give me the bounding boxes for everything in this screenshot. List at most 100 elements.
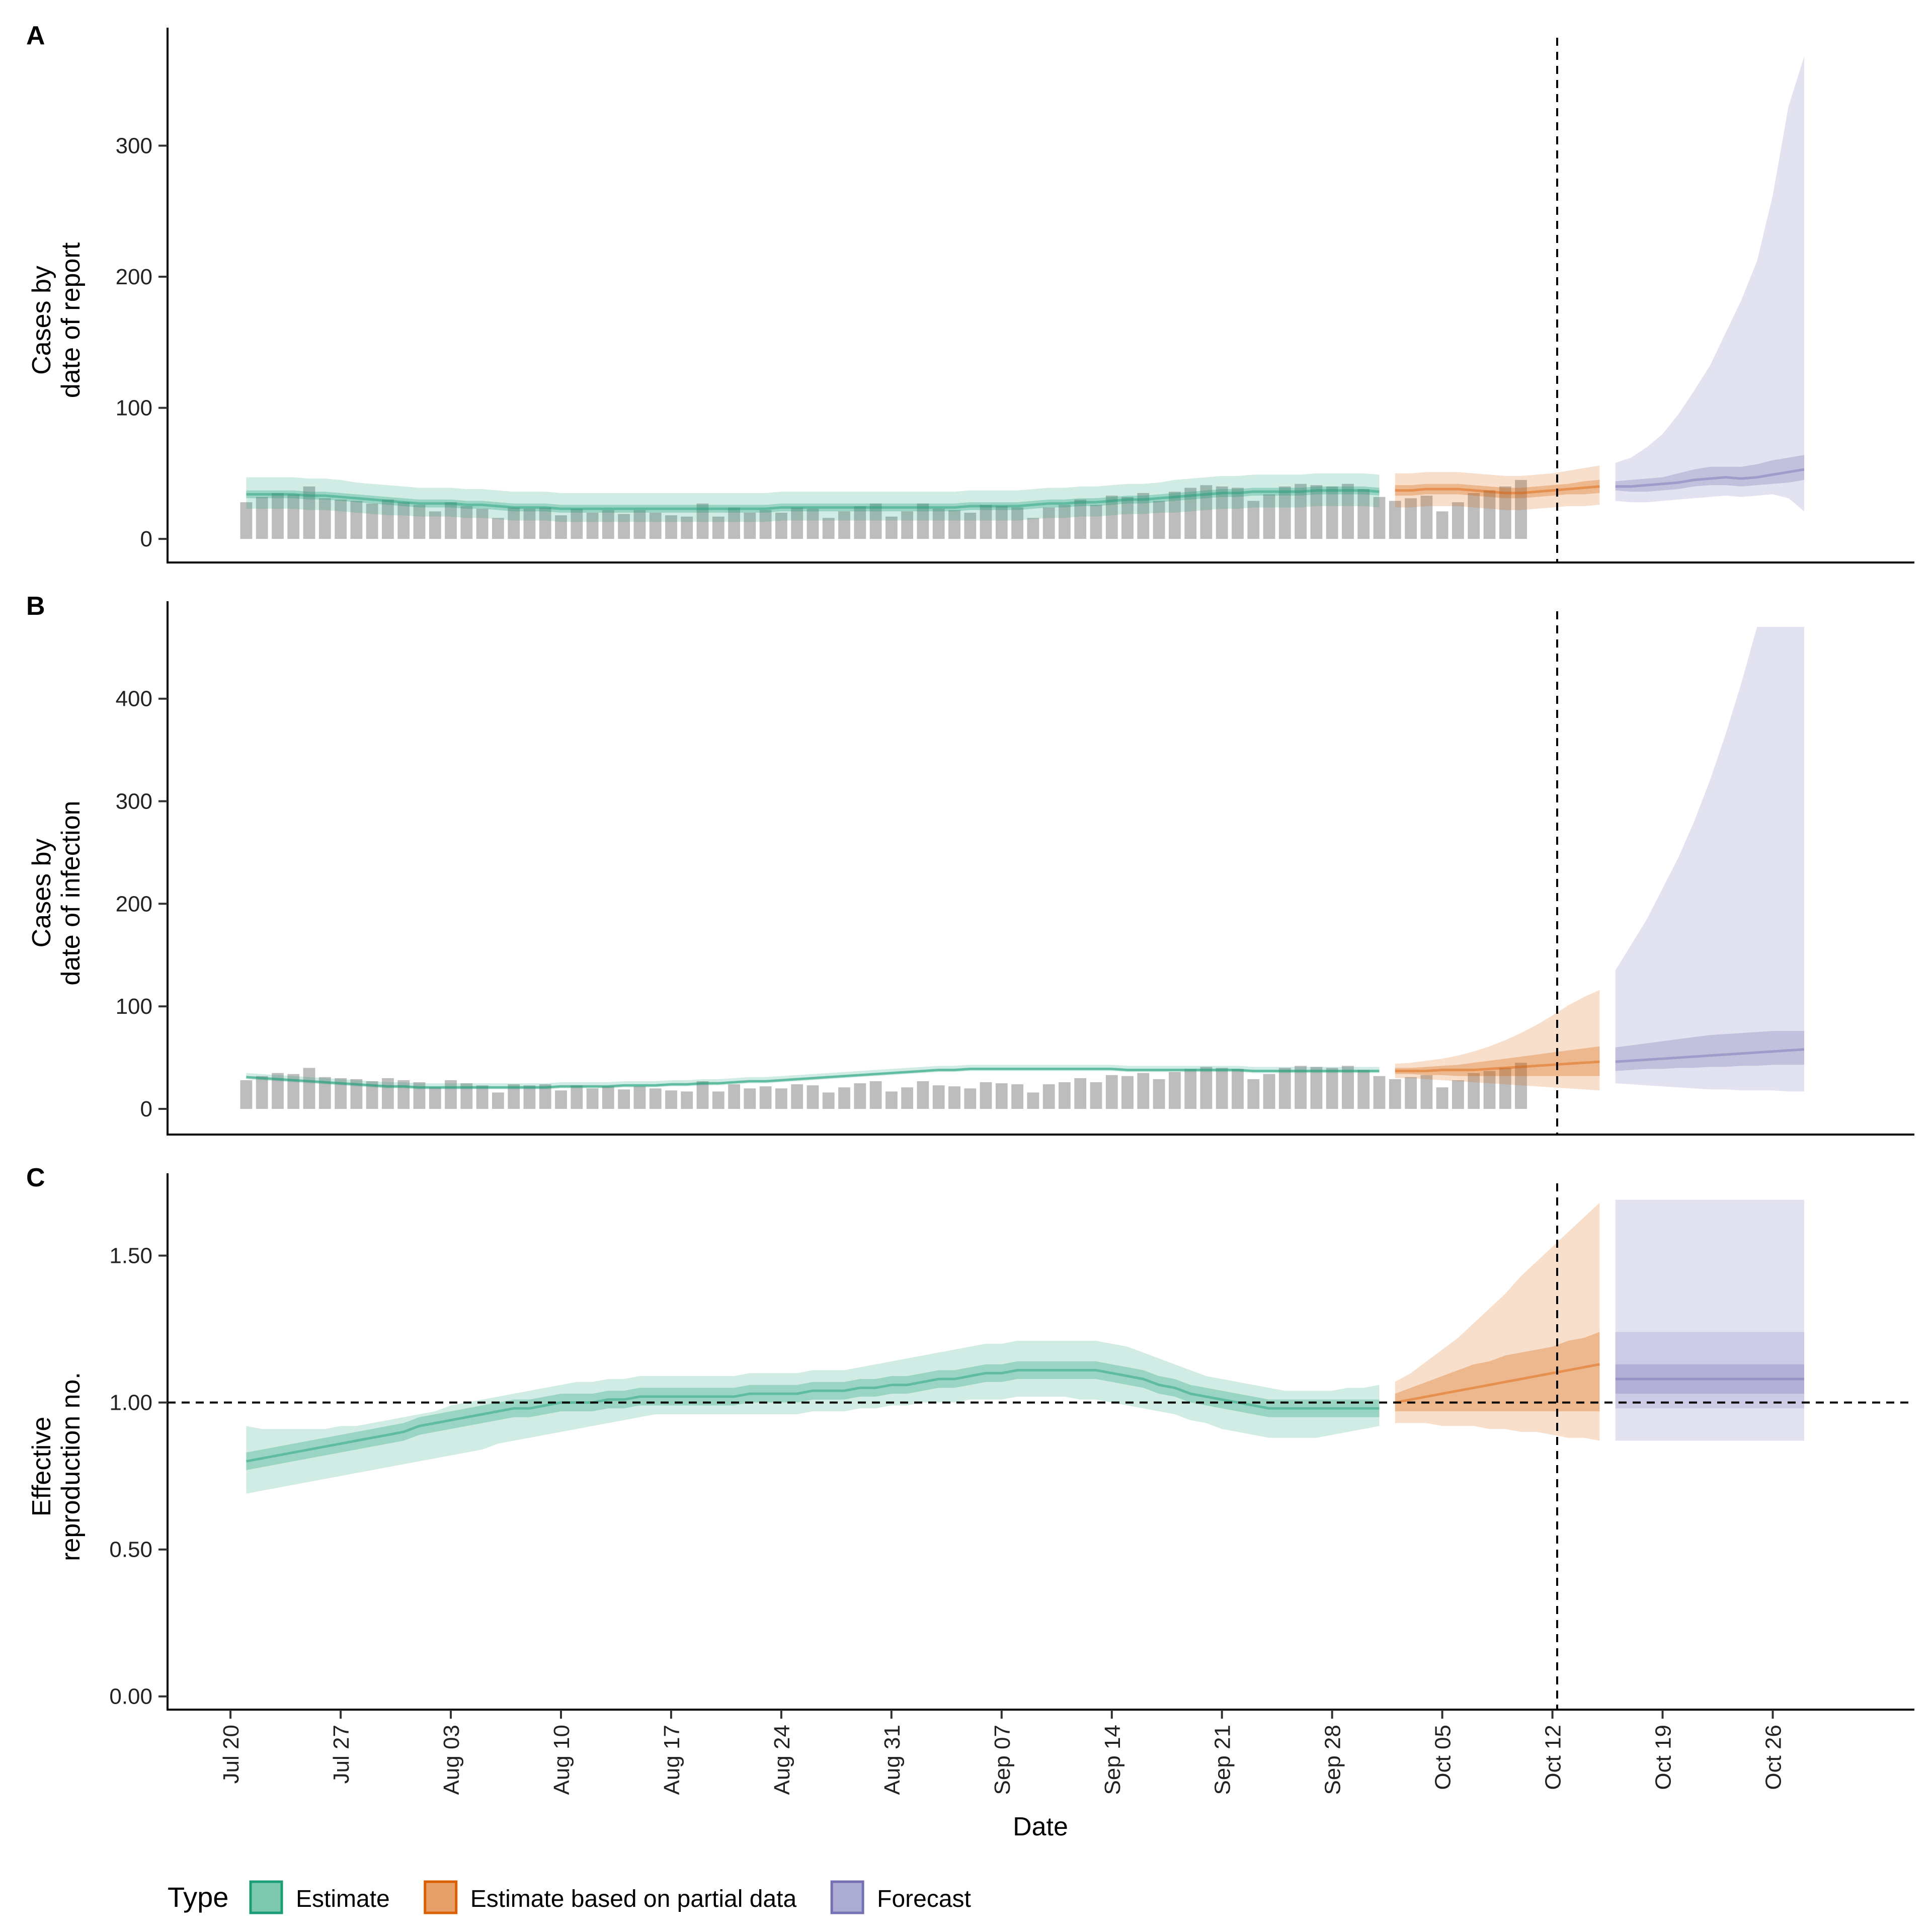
- estimate-median-line: [246, 489, 1380, 510]
- observed-bar: [1263, 1074, 1275, 1109]
- observed-bar: [1483, 1071, 1496, 1109]
- observed-bar: [602, 1086, 614, 1109]
- observed-bar: [775, 1088, 787, 1109]
- observed-bar: [980, 505, 992, 539]
- partial-median-line: [1395, 1363, 1600, 1404]
- observed-bar: [681, 516, 693, 539]
- observed-bar: [1011, 1084, 1023, 1109]
- observed-bar: [1216, 1068, 1228, 1109]
- observed-bar: [1436, 1087, 1448, 1109]
- y-axis-title-line: Cases by: [27, 266, 56, 375]
- x-axis: Jul 20 Jul 27 Aug 03 Aug 10 Aug 17 Aug 24 Aug …: [219, 1710, 1786, 1795]
- observed-bar: [759, 510, 772, 539]
- observed-bar: [822, 1092, 835, 1109]
- observed-bar: [1278, 486, 1291, 539]
- observed-bar: [1059, 505, 1071, 539]
- x-tick-label: Jul 27: [329, 1725, 354, 1784]
- observed-bar: [492, 518, 504, 539]
- observed-bar: [775, 513, 787, 539]
- observed-bar: [476, 509, 489, 539]
- observed-bar: [1121, 1076, 1134, 1109]
- partial-median-line: [1395, 485, 1600, 495]
- observed-bar: [256, 1076, 268, 1109]
- observed-bar: [1342, 484, 1354, 539]
- panel-b-label: B: [26, 592, 45, 621]
- observed-bar: [1090, 505, 1102, 539]
- observed-bar: [460, 506, 473, 539]
- observed-bar: [1373, 497, 1386, 539]
- legend: Type Estimate Estimate based on partial d…: [168, 1880, 971, 1914]
- observed-bar: [696, 1081, 709, 1109]
- observed-bar: [1326, 486, 1338, 539]
- observed-bar: [1420, 1075, 1433, 1109]
- observed-bar: [272, 493, 284, 539]
- observed-bar: [335, 1078, 347, 1109]
- panel-a: A 0 100 200 300 Cases bydate of report: [26, 21, 1914, 564]
- observed-bar: [366, 1081, 378, 1109]
- observed-bar: [1153, 501, 1165, 539]
- legend-title: Type: [168, 1881, 228, 1913]
- observed-bar: [838, 1087, 850, 1109]
- x-tick-label: Aug 03: [439, 1725, 464, 1795]
- observed-bar: [964, 513, 977, 539]
- y-axis-title: Cases bydate of report: [27, 242, 86, 398]
- observed-bar: [744, 513, 756, 539]
- observed-bar: [854, 1083, 866, 1109]
- y-tick-label: 200: [116, 265, 152, 289]
- observed-bar: [869, 1081, 882, 1109]
- observed-bar: [901, 1087, 913, 1109]
- x-tick-label: Oct 05: [1431, 1725, 1456, 1790]
- observed-bar: [335, 499, 347, 539]
- observed-bar: [1232, 1069, 1244, 1109]
- observed-bar: [822, 518, 835, 539]
- observed-bar: [1295, 484, 1307, 539]
- x-tick-label: Oct 19: [1651, 1725, 1676, 1790]
- observed-bar: [1200, 1067, 1213, 1109]
- y-axis-title-line: date of infection: [56, 800, 86, 985]
- observed-bar: [995, 506, 1008, 539]
- y-axis-title: Effectivereproduction no.: [27, 1372, 86, 1561]
- observed-bar: [1090, 1082, 1102, 1109]
- x-tick-label: Sep 21: [1211, 1725, 1235, 1795]
- partial-inner-band: [1395, 479, 1600, 499]
- x-tick-label: Aug 17: [660, 1725, 684, 1795]
- y-tick-label: 0: [140, 527, 152, 551]
- y-tick-label: 300: [116, 789, 152, 814]
- observed-bar: [318, 1077, 331, 1109]
- observed-bar: [854, 506, 866, 539]
- observed-bar: [1184, 1069, 1197, 1109]
- observed-bar: [932, 1085, 945, 1109]
- observed-bar: [240, 1080, 253, 1109]
- observed-bar: [681, 1091, 693, 1109]
- observed-bar: [869, 503, 882, 539]
- observed-bar: [476, 1085, 489, 1109]
- observed-bar: [995, 1083, 1008, 1109]
- y-tick-label: 100: [116, 396, 152, 421]
- observed-bar: [508, 1084, 520, 1109]
- observed-bar: [807, 509, 819, 539]
- observed-bar: [586, 513, 599, 539]
- partial-inner-band: [1395, 1332, 1600, 1412]
- forecast-outer-band: [1615, 1199, 1804, 1441]
- observed-bar: [633, 1086, 646, 1109]
- forecast-median-line: [1615, 1048, 1805, 1063]
- y-tick-label: 300: [116, 134, 152, 158]
- partial-outer-band: [1395, 1202, 1600, 1441]
- observed-bar: [1263, 494, 1275, 539]
- x-tick-label: Sep 14: [1100, 1725, 1125, 1795]
- observed-bar: [1216, 486, 1228, 539]
- forecast-outer-band: [1615, 627, 1804, 1092]
- observed-bar: [1200, 485, 1213, 539]
- observed-bar: [429, 1087, 441, 1109]
- observed-bar: [1483, 490, 1496, 539]
- observed-bar: [1042, 507, 1055, 539]
- y-tick-label: 1.00: [109, 1391, 152, 1415]
- observed-bar: [1342, 1066, 1354, 1109]
- observed-bar: [1074, 1078, 1087, 1109]
- estimate-outer-band: [246, 1065, 1380, 1090]
- observed-bar: [303, 486, 315, 539]
- legend-items: Estimate Estimate based on partial data Fo…: [249, 1880, 971, 1914]
- y-tick-label: 100: [116, 994, 152, 1019]
- legend-label: Estimate: [296, 1886, 390, 1912]
- observed-bar: [1452, 1080, 1464, 1109]
